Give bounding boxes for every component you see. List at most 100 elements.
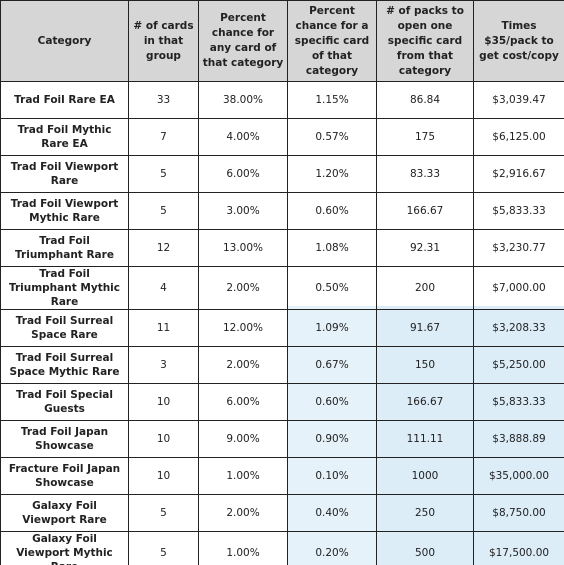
value-cell: 2.00% [198,494,288,532]
table-row: Trad Foil Surreal Space Rare 11 12.00% 1.09… [0,309,564,347]
value-cell: 0.60% [287,383,377,421]
category-cell: Trad Foil Viewport Rare [0,155,129,193]
value-cell: $3,039.47 [473,81,564,119]
header-row: Category # of cards in that group Percent … [0,0,564,82]
value-cell: 38.00% [198,81,288,119]
value-cell: 0.90% [287,420,377,458]
table-row: Trad Foil Japan Showcase 10 9.00% 0.90% 111.… [0,420,564,458]
table-row: Galaxy Foil Viewport Mythic Rare51.00%0.… [0,531,564,565]
value-cell: 1.09% [287,309,377,347]
value-cell: 3.00% [198,192,288,230]
header-cell: Percent chance for a specific card of th… [287,0,377,82]
value-cell: 111.11 [376,420,474,458]
category-cell: Trad Foil Japan Showcase [0,420,129,458]
header-cell: # of packs to open one specific card fro… [376,0,474,82]
value-cell: $35,000.00 [473,457,564,495]
value-cell: 6.00% [198,383,288,421]
category-cell: Trad Foil Mythic Rare EA [0,118,129,156]
value-cell: 1.00% [198,531,288,565]
header-cell: Percent chance for any card of that cate… [198,0,288,82]
value-cell: 2.00% [198,266,288,310]
table-row: Fracture Foil Japan Showcase 10 1.00% 0.10%… [0,457,564,495]
table-row: Trad Foil Rare EA 33 38.00% 1.15% 86.84 $3,03… [0,81,564,119]
value-cell: $3,888.89 [473,420,564,458]
category-cell: Trad Foil Special Guests [0,383,129,421]
value-cell: 1000 [376,457,474,495]
value-cell: 6.00% [198,155,288,193]
table-row: Trad Foil Triumphant Rare 12 13.00% 1.08% 92… [0,229,564,267]
value-cell: 92.31 [376,229,474,267]
header-cell: Category [0,0,129,82]
value-cell: 86.84 [376,81,474,119]
value-cell: 5 [128,192,199,230]
value-cell: $7,000.00 [473,266,564,310]
value-cell: 500 [376,531,474,565]
value-cell: 0.10% [287,457,377,495]
table-row: Trad Foil Viewport Rare 5 6.00% 1.20% 83.33 $… [0,155,564,193]
value-cell: 11 [128,309,199,347]
table-row: Trad Foil Special Guests 10 6.00% 0.60% 166.… [0,383,564,421]
category-cell: Trad Foil Rare EA [0,81,129,119]
value-cell: $5,833.33 [473,383,564,421]
value-cell: 5 [128,155,199,193]
value-cell: $2,916.67 [473,155,564,193]
value-cell: 200 [376,266,474,310]
value-cell: 166.67 [376,383,474,421]
value-cell: 4.00% [198,118,288,156]
value-cell: 2.00% [198,346,288,384]
value-cell: 0.20% [287,531,377,565]
category-cell: Galaxy Foil Viewport Mythic Rare [0,531,129,565]
value-cell: $5,250.00 [473,346,564,384]
value-cell: 175 [376,118,474,156]
category-cell: Trad Foil Triumphant Rare [0,229,129,267]
category-cell: Trad Foil Triumphant Mythic Rare [0,266,129,310]
value-cell: 33 [128,81,199,119]
value-cell: 5 [128,531,199,565]
header-cell: Times $35/pack to get cost/copy [473,0,564,82]
value-cell: 10 [128,383,199,421]
value-cell: 10 [128,457,199,495]
value-cell: 0.60% [287,192,377,230]
value-cell: 250 [376,494,474,532]
value-cell: $5,833.33 [473,192,564,230]
value-cell: $6,125.00 [473,118,564,156]
value-cell: 0.50% [287,266,377,310]
value-cell: 1.00% [198,457,288,495]
value-cell: 12.00% [198,309,288,347]
value-cell: 0.40% [287,494,377,532]
table-row: Trad Foil Triumphant Mythic Rare 4 2.00% 0.… [0,266,564,310]
value-cell: $3,230.77 [473,229,564,267]
value-cell: 0.57% [287,118,377,156]
value-cell: 13.00% [198,229,288,267]
category-cell: Trad Foil Viewport Mythic Rare [0,192,129,230]
category-cell: Trad Foil Surreal Space Mythic Rare [0,346,129,384]
value-cell: 0.67% [287,346,377,384]
value-cell: 5 [128,494,199,532]
value-cell: 3 [128,346,199,384]
value-cell: 1.08% [287,229,377,267]
value-cell: 1.20% [287,155,377,193]
category-cell: Trad Foil Surreal Space Rare [0,309,129,347]
value-cell: 4 [128,266,199,310]
table-row: Trad Foil Viewport Mythic Rare 5 3.00% 0.60… [0,192,564,230]
value-cell: $3,208.33 [473,309,564,347]
value-cell: 12 [128,229,199,267]
value-cell: $17,500.00 [473,531,564,565]
value-cell: 9.00% [198,420,288,458]
table-row: Trad Foil Mythic Rare EA 7 4.00% 0.57% 175 $6… [0,118,564,156]
value-cell: 10 [128,420,199,458]
value-cell: 1.15% [287,81,377,119]
value-cell: 91.67 [376,309,474,347]
value-cell: $8,750.00 [473,494,564,532]
value-cell: 166.67 [376,192,474,230]
category-cell: Fracture Foil Japan Showcase [0,457,129,495]
category-cell: Galaxy Foil Viewport Rare [0,494,129,532]
value-cell: 7 [128,118,199,156]
value-cell: 150 [376,346,474,384]
table-row: Galaxy Foil Viewport Rare 5 2.00% 0.40% 250 $… [0,494,564,532]
header-cell: # of cards in that group [128,0,199,82]
value-cell: 83.33 [376,155,474,193]
table-row: Trad Foil Surreal Space Mythic Rare 3 2.00… [0,346,564,384]
